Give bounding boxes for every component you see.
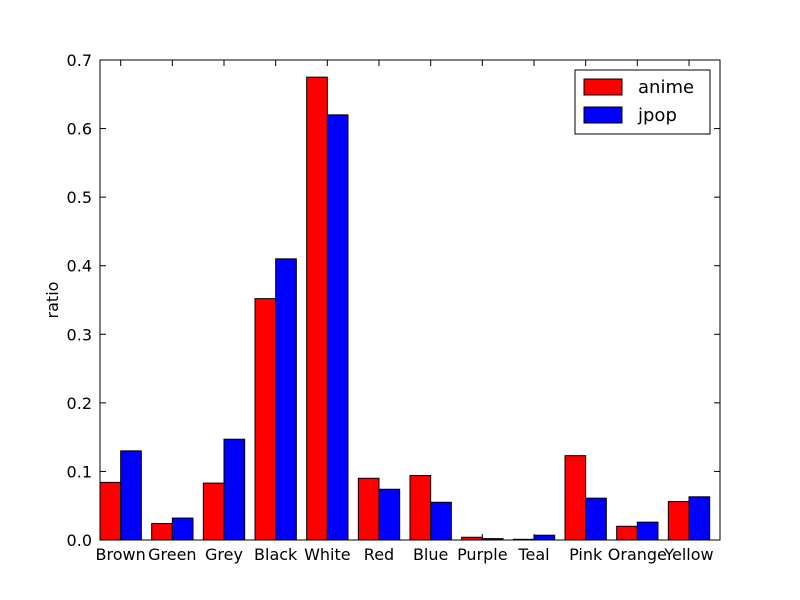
y-tick-label: 0.2	[67, 394, 92, 413]
x-tick-label-green: Green	[148, 545, 196, 564]
bar-jpop-teal	[533, 534, 556, 541]
x-tick-label-brown: Brown	[96, 545, 146, 564]
bar-anime-pink	[564, 455, 587, 541]
x-tick-label-pink: Pink	[569, 545, 603, 564]
bar-jpop-green	[171, 517, 194, 541]
bar-anime-yellow	[667, 501, 690, 541]
x-tick-label-grey: Grey	[205, 545, 243, 564]
bar-jpop-white	[326, 114, 349, 541]
legend: anime jpop	[574, 69, 711, 135]
bar-anime-brown	[99, 481, 122, 541]
bar-jpop-yellow	[688, 496, 711, 541]
x-tick-label-white: White	[304, 545, 351, 564]
plot-area-frame	[99, 59, 721, 541]
x-tick-label-blue: Blue	[413, 545, 448, 564]
y-tick-label: 0.0	[67, 531, 92, 550]
bar-jpop-black	[275, 258, 297, 541]
x-tick-label-black: Black	[254, 545, 298, 564]
x-tick-label-orange: Orange	[608, 545, 667, 564]
legend-label-anime: anime	[638, 77, 694, 98]
bar-jpop-brown	[120, 450, 142, 541]
bar-anime-blue	[409, 475, 432, 541]
y-tick-label: 0.3	[67, 325, 92, 344]
bar-anime-red	[357, 477, 380, 541]
bar-anime-green	[151, 523, 173, 541]
y-tick-label: 0.6	[67, 120, 92, 139]
bar-jpop-orange	[636, 521, 659, 541]
bar-jpop-grey	[223, 438, 246, 541]
tick-labels-layer: 0.0 0.1 0.2 0.3 0.4 0.5 0.6 0.7 Brown Green Grey Bl…	[67, 51, 714, 564]
y-tick-label: 0.4	[67, 257, 92, 276]
ticks-layer	[100, 59, 720, 541]
legend-swatch-anime	[583, 78, 623, 96]
y-axis-label: ratio	[43, 282, 62, 319]
bar-anime-orange	[616, 525, 638, 541]
x-tick-label-purple: Purple	[457, 545, 508, 564]
x-tick-label-red: Red	[364, 545, 394, 564]
bars-layer	[99, 76, 711, 541]
bar-jpop-pink	[585, 497, 607, 541]
y-tick-label: 0.5	[67, 188, 92, 207]
bar-anime-white	[306, 76, 328, 541]
bar-jpop-red	[378, 488, 401, 541]
y-tick-label: 0.7	[67, 51, 92, 70]
x-tick-label-teal: Teal	[517, 545, 549, 564]
legend-label-jpop: jpop	[637, 105, 677, 126]
bar-anime-black	[254, 298, 277, 541]
bar-jpop-blue	[430, 501, 452, 541]
y-tick-label: 0.1	[67, 462, 92, 481]
x-tick-label-yellow: Yellow	[663, 545, 713, 564]
legend-swatch-jpop	[583, 106, 623, 124]
bar-anime-grey	[202, 482, 225, 541]
